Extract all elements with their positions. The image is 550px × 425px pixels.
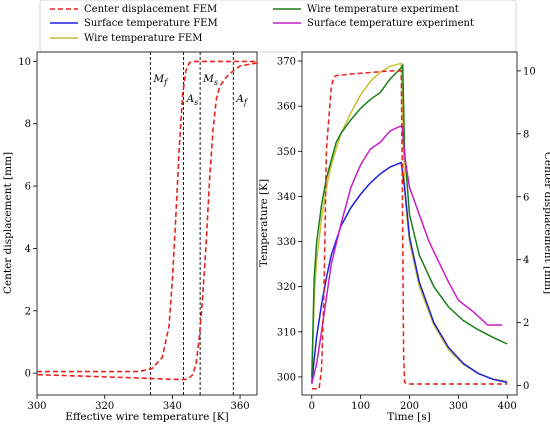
transformation-temperature-label: Mf — [152, 73, 169, 87]
right-y-tick-label: 340 — [277, 192, 296, 203]
secondary-y-tick-label: 6 — [523, 192, 529, 203]
secondary-y-tick-label: 4 — [523, 255, 529, 266]
right-y-tick-label: 320 — [277, 282, 296, 293]
left-x-tick-label: 360 — [231, 401, 250, 412]
legend-label: Center displacement FEM — [84, 4, 217, 15]
legend: Center displacement FEM Surface temperatu… — [39, 0, 517, 53]
right-plot-frame — [301, 51, 518, 396]
secondary-y-tick-label: 10 — [523, 66, 536, 77]
secondary-y-tick-label: 2 — [523, 318, 529, 329]
right-y-tick-label: 310 — [277, 327, 296, 338]
left-x-tick-label: 320 — [95, 401, 114, 412]
left-plot-frame — [36, 51, 258, 396]
secondary-y-tick-label: 8 — [523, 129, 529, 140]
legend-label: Wire temperature FEM — [84, 33, 202, 44]
transformation-temperature-label: As — [186, 93, 199, 107]
left-y-tick-label: 2 — [25, 306, 31, 317]
right-series-line — [311, 161, 508, 384]
right-y-tick-label: 360 — [277, 102, 296, 113]
legend-label: Surface temperature experiment — [307, 18, 474, 29]
right-series-line — [311, 63, 508, 377]
right-y-tick-label: 350 — [277, 147, 296, 158]
right-y-tick-label: 370 — [277, 57, 296, 68]
left-x-tick-label: 340 — [163, 401, 182, 412]
right-secondary-y-axis-label: Center displacement [mm] — [542, 152, 550, 294]
transformation-temperature-label: Af — [235, 93, 249, 107]
left-y-tick-label: 4 — [25, 244, 31, 255]
right-series-line — [311, 70, 508, 390]
left-y-tick-label: 8 — [25, 119, 31, 130]
right-y-axis-label: Temperature [K] — [258, 179, 270, 267]
left-x-tick-label: 300 — [27, 401, 46, 412]
left-y-tick-label: 10 — [18, 57, 31, 68]
secondary-y-tick-label: 0 — [523, 381, 529, 392]
left-y-tick-label: 6 — [25, 182, 31, 193]
right-x-tick-label: 200 — [400, 401, 419, 412]
right-series-line — [311, 125, 503, 384]
legend-label: Wire temperature experiment — [307, 4, 459, 15]
left-y-tick-label: 0 — [25, 369, 31, 380]
left-series-line — [37, 62, 257, 381]
right-series-line — [311, 62, 508, 384]
right-y-tick-label: 300 — [277, 372, 296, 383]
legend-frame — [39, 0, 517, 53]
right-x-axis-label: Time [s] — [387, 411, 430, 423]
right-x-tick-label: 100 — [351, 401, 370, 412]
right-x-tick-label: 400 — [498, 401, 517, 412]
transformation-temperature-label: Ms — [202, 73, 218, 87]
right-plot-panel: 0 100 200 300 400 300 310 320 330 340 350 360 370 0 2 4… — [258, 51, 550, 423]
legend-label: Surface temperature FEM — [84, 18, 218, 29]
right-x-tick-label: 0 — [309, 401, 315, 412]
left-series-line — [37, 60, 257, 373]
left-x-axis-label: Effective wire temperature [K] — [65, 411, 228, 423]
left-y-axis-label: Center displacement [mm] — [2, 152, 14, 294]
right-y-tick-label: 330 — [277, 237, 296, 248]
right-x-tick-label: 300 — [449, 401, 468, 412]
